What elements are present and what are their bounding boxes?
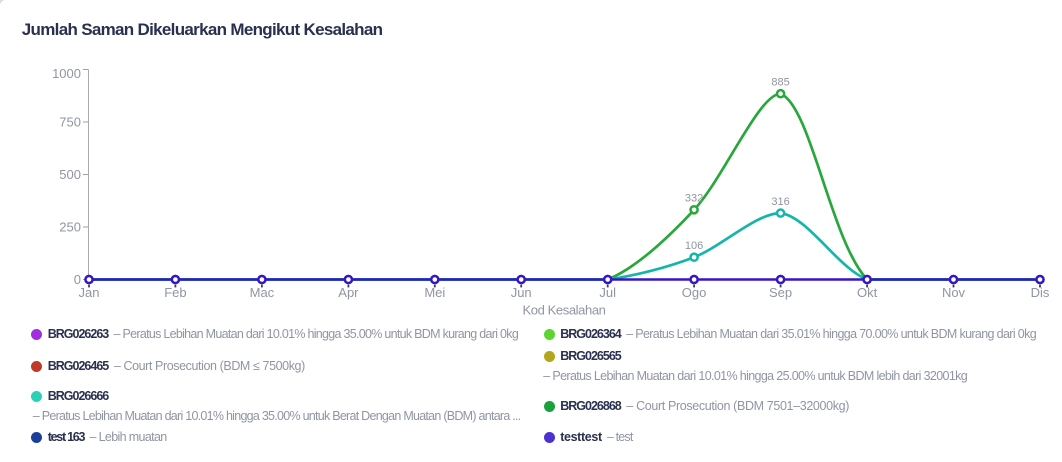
svg-text:Okt: Okt [857,285,878,300]
svg-text:Jan: Jan [79,285,100,300]
svg-text:106: 106 [685,240,703,252]
svg-text:Kod Kesalahan: Kod Kesalahan [523,303,606,318]
svg-text:Mac: Mac [250,285,275,300]
svg-text:885: 885 [771,77,789,89]
svg-text:Feb: Feb [164,285,186,300]
svg-text:750: 750 [59,115,81,130]
svg-text:316: 316 [771,196,789,208]
svg-text:Sep: Sep [769,285,792,300]
svg-text:250: 250 [59,220,81,235]
svg-text:Dis: Dis [1031,285,1050,300]
svg-text:Apr: Apr [338,285,359,300]
svg-text:Nov: Nov [942,285,966,300]
svg-text:Jun: Jun [511,285,532,300]
svg-text:Mei: Mei [424,285,445,300]
svg-text:500: 500 [59,167,81,182]
svg-text:Jul: Jul [599,285,616,300]
svg-text:1000: 1000 [52,66,81,81]
svg-text:332: 332 [685,193,703,205]
svg-text:0: 0 [74,272,81,287]
svg-text:Ogo: Ogo [682,285,707,300]
